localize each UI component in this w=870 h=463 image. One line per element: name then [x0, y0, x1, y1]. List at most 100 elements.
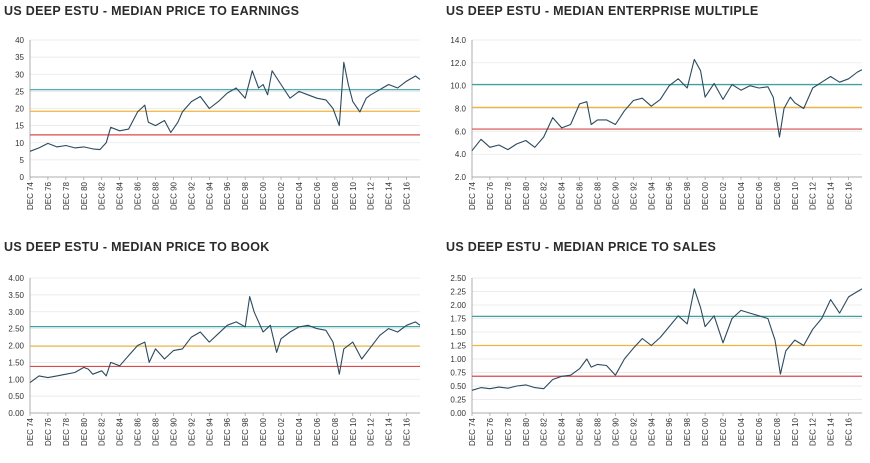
series-line [29, 61, 421, 152]
y-tick-label: 4.0 [455, 150, 467, 159]
chart-svg: 0 5 10 15 20 25 30 35 40 DEC 74 DEC 76 DEC 78 DEC 80… [15, 36, 421, 210]
x-tick-label: DEC 06 [755, 417, 764, 446]
y-tick-label: 1.25 [450, 342, 466, 351]
x-tick-label: DEC 94 [647, 417, 656, 446]
chart-panel-price-to-book: US DEEP ESTU - MEDIAN PRICE TO BOOK 0.00… [0, 236, 430, 463]
y-tick-label: 2.50 [450, 274, 466, 283]
x-tick-label: DEC 98 [241, 417, 250, 446]
x-tick-label: DEC 80 [522, 181, 531, 210]
x-tick-label: DEC 02 [719, 181, 728, 210]
y-tick-label: 25 [15, 87, 24, 96]
x-tick-label: DEC 82 [98, 181, 107, 210]
x-tick-label: DEC 92 [187, 417, 196, 446]
x-tick-label: DEC 06 [313, 417, 322, 446]
chart-panel-price-to-earnings: US DEEP ESTU - MEDIAN PRICE TO EARNINGS … [0, 0, 430, 227]
x-tick-label: DEC 08 [773, 181, 782, 210]
y-tick-label: 1.50 [450, 328, 466, 337]
x-tick-label: DEC 84 [558, 181, 567, 210]
x-tick-label: DEC 74 [468, 181, 477, 210]
x-tick-label: DEC 16 [403, 181, 412, 210]
x-tick-label: DEC 02 [277, 181, 286, 210]
x-tick-label: DEC 78 [62, 417, 71, 446]
x-tick-label: DEC 76 [486, 181, 495, 210]
x-tick-label: DEC 94 [205, 417, 214, 446]
x-tick-label: DEC 76 [486, 417, 495, 446]
x-tick-label: DEC 08 [773, 417, 782, 446]
x-tick-label: DEC 04 [295, 417, 304, 446]
x-tick-label: DEC 74 [26, 417, 35, 446]
x-tick-label: DEC 90 [169, 417, 178, 446]
x-tick-label: DEC 86 [576, 181, 585, 210]
x-tick-label: DEC 80 [522, 417, 531, 446]
x-tick-label: DEC 08 [331, 417, 340, 446]
x-tick-label: DEC 14 [827, 181, 836, 210]
series-line [29, 296, 421, 384]
chart-svg: 2.0 4.0 6.0 8.0 10.0 12.0 14.0 DEC 74 DEC 76 DEC … [450, 36, 863, 210]
y-tick-label: 0.25 [450, 396, 466, 405]
x-tick-label: DEC 10 [349, 181, 358, 210]
x-tick-label: DEC 74 [26, 181, 35, 210]
chart-svg: 0.00 0.25 0.50 0.75 1.00 1.25 1.50 1.75 2.00 2.25… [450, 274, 863, 446]
series-line [471, 288, 863, 391]
x-tick-label: DEC 88 [152, 417, 161, 446]
chart-title: US DEEP ESTU - MEDIAN PRICE TO BOOK [4, 240, 270, 254]
x-tick-label: DEC 76 [44, 181, 53, 210]
x-tick-label: DEC 86 [576, 417, 585, 446]
y-tick-label: 35 [15, 53, 24, 62]
chart-title: US DEEP ESTU - MEDIAN PRICE TO EARNINGS [4, 4, 300, 18]
y-tick-label: 2.0 [455, 173, 467, 182]
chart-panel-price-to-sales: US DEEP ESTU - MEDIAN PRICE TO SALES 0.0… [442, 236, 870, 463]
x-tick-label: DEC 82 [540, 181, 549, 210]
x-tick-label: DEC 08 [331, 181, 340, 210]
y-tick-label: 20 [15, 105, 24, 114]
x-tick-label: DEC 10 [791, 417, 800, 446]
x-tick-label: DEC 86 [134, 417, 143, 446]
y-tick-label: 1.75 [450, 315, 466, 324]
x-tick-label: DEC 96 [223, 181, 232, 210]
series-line [471, 58, 863, 152]
x-tick-label: DEC 74 [468, 417, 477, 446]
x-tick-label: DEC 00 [701, 181, 710, 210]
y-tick-label: 2.00 [8, 342, 24, 351]
x-tick-label: DEC 96 [665, 181, 674, 210]
x-tick-label: DEC 12 [367, 181, 376, 210]
x-tick-label: DEC 00 [259, 181, 268, 210]
x-tick-label: DEC 14 [385, 181, 394, 210]
chart-svg: 0.00 0.50 1.00 1.50 2.00 2.50 3.00 3.50 4.00 DEC … [8, 274, 421, 446]
y-tick-label: 0.75 [450, 369, 466, 378]
x-tick-label: DEC 98 [241, 181, 250, 210]
y-tick-label: 0.00 [450, 409, 466, 418]
x-tick-label: DEC 98 [683, 417, 692, 446]
y-tick-label: 40 [15, 36, 24, 45]
x-tick-label: DEC 12 [809, 181, 818, 210]
y-tick-label: 6.0 [455, 127, 467, 136]
y-tick-label: 12.0 [450, 59, 466, 68]
y-tick-label: 4.00 [8, 274, 24, 283]
y-tick-label: 2.00 [450, 301, 466, 310]
y-tick-label: 30 [15, 70, 24, 79]
y-tick-label: 15 [15, 122, 24, 131]
y-tick-label: 3.50 [8, 291, 24, 300]
x-tick-label: DEC 80 [80, 181, 89, 210]
y-tick-label: 0.50 [450, 382, 466, 391]
x-tick-label: DEC 90 [611, 181, 620, 210]
chart-title: US DEEP ESTU - MEDIAN ENTERPRISE MULTIPL… [446, 4, 759, 18]
x-tick-label: DEC 82 [98, 417, 107, 446]
x-tick-label: DEC 90 [611, 417, 620, 446]
x-tick-label: DEC 00 [701, 417, 710, 446]
x-tick-label: DEC 06 [755, 181, 764, 210]
x-tick-label: DEC 02 [277, 417, 286, 446]
y-tick-label: 2.50 [8, 325, 24, 334]
x-tick-label: DEC 16 [845, 417, 854, 446]
y-tick-label: 1.50 [8, 358, 24, 367]
x-tick-label: DEC 14 [385, 417, 394, 446]
x-tick-label: DEC 92 [187, 181, 196, 210]
x-tick-label: DEC 00 [259, 417, 268, 446]
y-tick-label: 5 [20, 156, 25, 165]
x-tick-label: DEC 02 [719, 417, 728, 446]
x-tick-label: DEC 76 [44, 417, 53, 446]
y-tick-label: 2.25 [450, 288, 466, 297]
x-tick-label: DEC 94 [647, 181, 656, 210]
x-tick-label: DEC 90 [169, 181, 178, 210]
x-tick-label: DEC 16 [403, 417, 412, 446]
